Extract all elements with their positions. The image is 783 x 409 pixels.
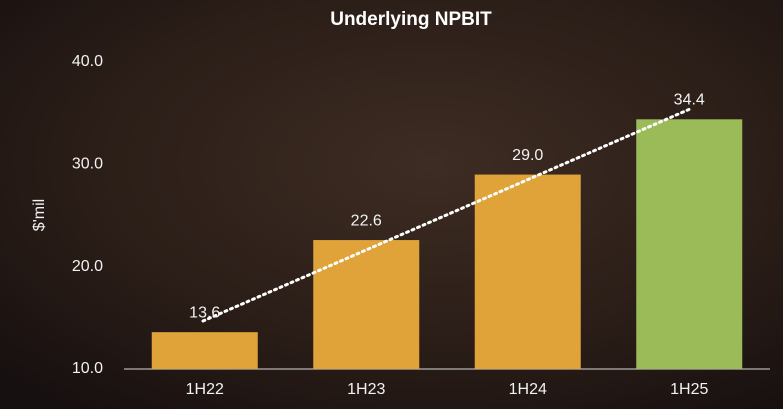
bar xyxy=(313,240,420,369)
x-tick-label: 1H23 xyxy=(347,381,385,398)
y-axis-label: $'mil xyxy=(31,199,48,231)
y-tick-label: 20.0 xyxy=(72,258,103,275)
bar xyxy=(474,174,581,369)
data-label: 22.6 xyxy=(351,212,382,229)
y-tick-label: 30.0 xyxy=(72,156,103,173)
labels: 10.0 20.0 30.0 40.0 1H22 13.6 1H23 22.6 1H24 29.0… xyxy=(72,53,709,398)
chart-title: Underlying NPBIT xyxy=(330,9,492,30)
data-label: 34.4 xyxy=(674,92,705,109)
bar xyxy=(636,119,743,369)
x-tick-label: 1H22 xyxy=(186,381,224,398)
y-tick-label: 10.0 xyxy=(72,360,103,377)
trend-line xyxy=(201,107,692,323)
data-label: 29.0 xyxy=(512,147,543,164)
marks xyxy=(151,119,743,369)
x-tick-label: 1H24 xyxy=(509,381,547,398)
y-tick-label: 40.0 xyxy=(72,53,103,70)
x-tick-label: 1H25 xyxy=(670,381,708,398)
bar xyxy=(151,332,258,369)
data-label: 13.6 xyxy=(189,304,220,321)
